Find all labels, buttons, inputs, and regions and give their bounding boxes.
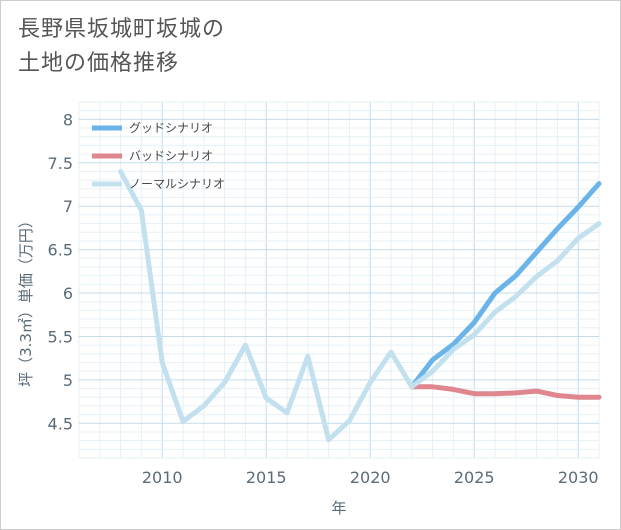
y-tick-label: 8 (63, 110, 73, 129)
y-tick-label: 5.5 (48, 327, 73, 346)
y-tick-label: 6.5 (48, 241, 73, 260)
y-tick-label: 6 (63, 284, 73, 303)
series-line-2 (409, 384, 602, 400)
series-lines (118, 169, 602, 443)
legend-item-label: バッドシナリオ (129, 149, 213, 163)
x-tick-label: 2010 (142, 468, 183, 487)
legend-item-label: グッドシナリオ (129, 121, 213, 135)
x-tick-label: 2015 (246, 468, 287, 487)
axes: 2010 2015 2020 2025 2030 4.5 5 5.5 6 6.5 7 7.5 8 年 坪（3… (17, 110, 599, 517)
x-tick-label: 2030 (558, 468, 599, 487)
x-axis-label: 年 (331, 499, 346, 517)
series-line-1 (409, 181, 602, 390)
y-tick-label: 7 (63, 197, 73, 216)
series-line-3 (118, 169, 602, 443)
y-tick-label: 5 (63, 371, 73, 390)
x-tick-label: 2020 (350, 468, 391, 487)
y-axis-label: 坪（3.3㎡）単価（万円） (17, 213, 35, 387)
y-tick-label: 4.5 (48, 414, 73, 433)
y-tick-label: 7.5 (48, 154, 73, 173)
x-tick-label: 2025 (454, 468, 495, 487)
legend-item-label: ノーマルシナリオ (129, 177, 225, 191)
chart-title: 長野県坂城町坂城の 土地の価格推移 (18, 17, 226, 76)
